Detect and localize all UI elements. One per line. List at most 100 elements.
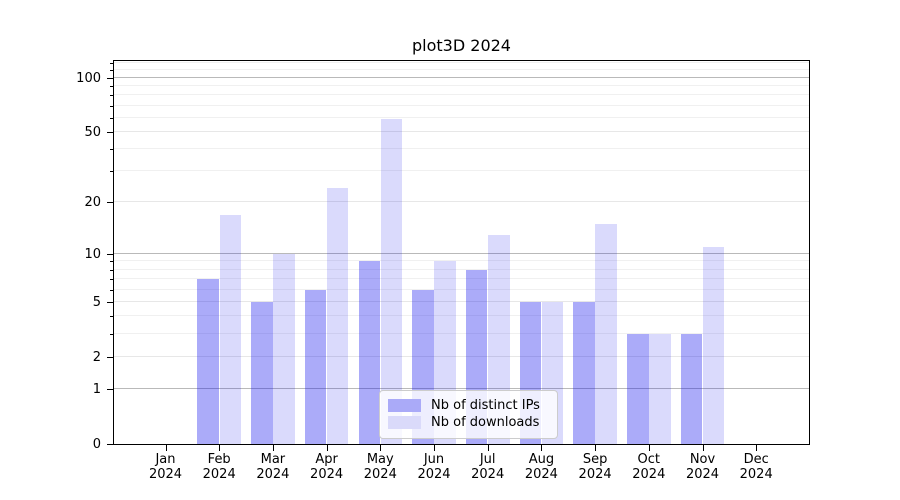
gridline-minor [114, 116, 809, 118]
y-tick-label: 20 [84, 195, 101, 211]
x-label-year: 2024 [417, 467, 451, 482]
y-minor-tick [109, 316, 113, 318]
x-label-month: Feb [207, 452, 231, 467]
x-tick-label-may: May 2024 [352, 452, 408, 482]
gridline-minor [114, 104, 809, 106]
y-minor-tick [109, 117, 113, 119]
gridline-2 [114, 355, 809, 357]
gridline-minor [114, 277, 809, 279]
y-minor-tick [109, 105, 113, 107]
gridline-100 [114, 76, 809, 78]
x-tick-apr [326, 445, 328, 451]
x-label-month: May [366, 452, 394, 467]
x-tick-label-jun: Jun 2024 [406, 452, 462, 482]
gridline-1 [114, 387, 809, 389]
y-minor-tick [109, 171, 113, 173]
x-label-month: Nov [689, 452, 716, 467]
bar-downloads-mar [273, 253, 295, 444]
y-tick-label: 2 [92, 349, 101, 365]
legend: Nb of distinct IPs Nb of downloads [379, 390, 558, 439]
x-tick-dec [756, 445, 758, 451]
x-tick-label-jan: Jan 2024 [138, 452, 194, 482]
bar-downloads-may [380, 118, 403, 444]
legend-swatch-downloads [388, 416, 421, 429]
x-tick-label-jul: Jul 2024 [460, 452, 516, 482]
y-tick-label: 5 [92, 294, 101, 310]
x-label-year: 2024 [739, 467, 773, 482]
gridline-minor [114, 84, 809, 86]
gridline-minor [114, 148, 809, 150]
gridline-minor [114, 288, 809, 290]
x-label-year: 2024 [685, 467, 720, 482]
x-tick-label-aug: Aug 2024 [513, 452, 569, 482]
bar-downloads-oct [649, 333, 671, 444]
x-tick-jun [434, 445, 435, 451]
y-minor-tick [109, 289, 113, 291]
legend-label: Nb of distinct IPs [431, 398, 540, 413]
y-minor-tick [109, 278, 113, 280]
y-tick-10 [107, 253, 113, 255]
y-tick-100 [107, 77, 113, 79]
gridline-10 [114, 252, 809, 254]
x-tick-label-oct: Oct 2024 [621, 452, 677, 482]
legend-entry: Nb of downloads [388, 415, 548, 430]
x-tick-label-nov: Nov 2024 [675, 452, 731, 482]
y-minor-tick [109, 269, 113, 271]
bar-ips-oct [627, 333, 649, 444]
x-label-year: 2024 [471, 467, 505, 482]
x-tick-feb [219, 445, 221, 451]
x-label-year: 2024 [632, 467, 666, 482]
x-label-year: 2024 [363, 467, 397, 482]
x-label-month: Aug [528, 452, 555, 467]
gridline-minor [114, 170, 809, 172]
gridline-5 [114, 300, 809, 302]
x-tick-aug [541, 445, 543, 451]
x-label-month: Oct [637, 452, 661, 467]
y-tick-label: 50 [84, 124, 101, 140]
y-tick-1 [107, 388, 113, 390]
bar-downloads-apr [326, 188, 349, 444]
gridline-minor [114, 315, 809, 317]
y-minor-tick [109, 70, 113, 72]
y-minor-tick [109, 95, 113, 97]
x-label-year: 2024 [524, 467, 558, 482]
gridline-minor [114, 332, 809, 334]
y-tick-label: 0 [92, 437, 101, 452]
x-tick-may [380, 445, 382, 451]
y-minor-tick [109, 85, 113, 87]
gridline-minor [114, 268, 809, 270]
y-tick-20 [107, 202, 113, 204]
gridline-minor [114, 62, 809, 64]
chart-title: plot3D 2024 [412, 36, 511, 55]
y-tick-50 [107, 131, 113, 133]
gridline-20 [114, 201, 809, 203]
x-tick-label-sep: Sep 2024 [567, 452, 623, 482]
bar-ips-mar [251, 301, 273, 444]
y-tick-label: 1 [92, 381, 101, 397]
y-tick-2 [107, 356, 113, 358]
x-label-year: 2024 [310, 467, 344, 482]
y-tick-0 [107, 444, 113, 445]
x-label-month: Jan [155, 452, 176, 467]
x-tick-label-dec: Dec 2024 [728, 452, 784, 482]
x-label-month: Dec [743, 452, 769, 467]
legend-label: Nb of downloads [431, 415, 540, 430]
y-tick-label: 100 [76, 70, 101, 86]
gridline-minor [114, 94, 809, 96]
x-tick-oct [648, 445, 650, 451]
bar-ips-sep [573, 301, 595, 444]
x-label-month: Jun [423, 452, 445, 467]
x-tick-jan [165, 445, 167, 451]
gridline-50 [114, 130, 809, 132]
x-tick-label-mar: Mar 2024 [245, 452, 301, 482]
bar-ips-apr [304, 289, 327, 444]
y-tick-5 [107, 301, 113, 303]
x-label-year: 2024 [578, 467, 612, 482]
x-tick-jul [487, 445, 489, 451]
x-tick-sep [595, 445, 597, 451]
x-tick-label-apr: Apr 2024 [299, 452, 355, 482]
legend-swatch-distinct-ips [388, 399, 421, 412]
bar-downloads-nov [702, 246, 725, 444]
x-label-month: Apr [315, 452, 338, 467]
